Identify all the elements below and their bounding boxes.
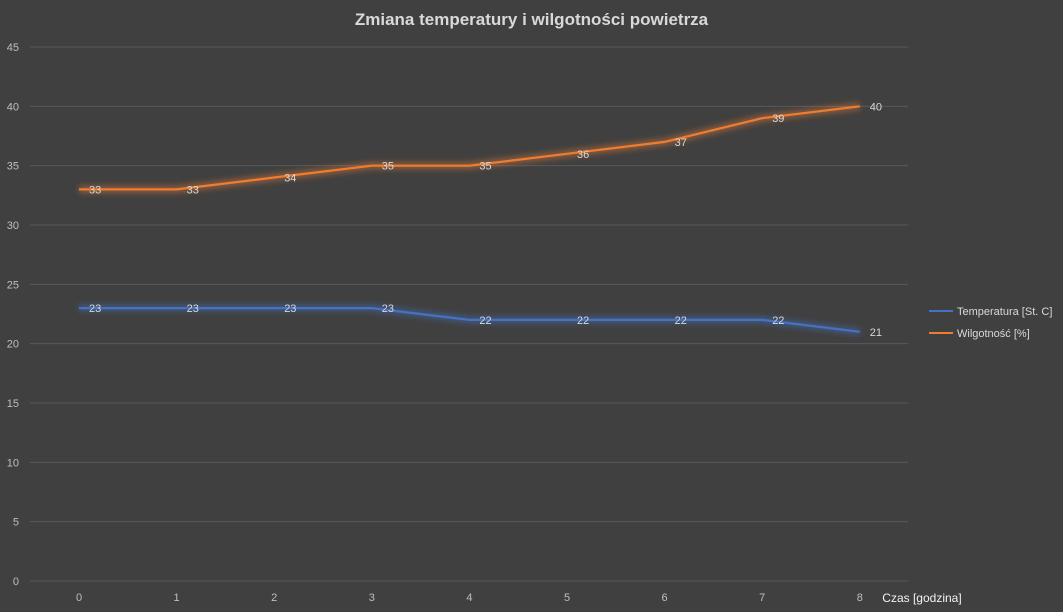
x-tick-label: 3 bbox=[369, 592, 375, 604]
x-axis-title: Czas [godzina] bbox=[882, 591, 961, 605]
data-label: 23 bbox=[187, 303, 199, 315]
x-tick-label: 8 bbox=[857, 592, 863, 604]
x-tick-label: 4 bbox=[466, 592, 472, 604]
x-tick-label: 0 bbox=[76, 592, 82, 604]
data-label: 22 bbox=[675, 315, 687, 327]
x-tick-label: 7 bbox=[759, 592, 765, 604]
y-tick-label: 0 bbox=[13, 576, 19, 588]
data-label: 22 bbox=[479, 315, 491, 327]
y-tick-label: 20 bbox=[7, 339, 19, 351]
series-line-glow bbox=[79, 102, 861, 193]
data-label: 22 bbox=[772, 315, 784, 327]
data-label: 40 bbox=[870, 101, 882, 113]
y-tick-label: 10 bbox=[7, 457, 19, 469]
legend-label: Temperatura [St. C] bbox=[957, 306, 1052, 318]
series-line bbox=[79, 105, 860, 191]
data-label: 37 bbox=[675, 137, 687, 149]
data-label: 35 bbox=[479, 161, 491, 173]
data-label: 35 bbox=[382, 161, 394, 173]
y-tick-label: 25 bbox=[7, 279, 19, 291]
data-label: 23 bbox=[284, 303, 296, 315]
data-label: 23 bbox=[89, 303, 101, 315]
chart-title: Zmiana temperatury i wilgotności powietr… bbox=[354, 10, 709, 29]
data-label: 23 bbox=[382, 303, 394, 315]
y-tick-label: 35 bbox=[7, 161, 19, 173]
x-tick-label: 6 bbox=[662, 592, 668, 604]
x-tick-label: 2 bbox=[271, 592, 277, 604]
data-label: 22 bbox=[577, 315, 589, 327]
x-tick-label: 1 bbox=[174, 592, 180, 604]
x-tick-label: 5 bbox=[564, 592, 570, 604]
y-tick-label: 30 bbox=[7, 220, 19, 232]
data-label: 21 bbox=[870, 327, 882, 339]
y-tick-label: 5 bbox=[13, 517, 19, 529]
data-label: 33 bbox=[187, 184, 199, 196]
data-label: 34 bbox=[284, 173, 296, 185]
data-label: 33 bbox=[89, 184, 101, 196]
y-tick-label: 40 bbox=[7, 101, 19, 113]
series-line bbox=[79, 307, 860, 333]
data-label: 36 bbox=[577, 149, 589, 161]
legend-label: Wilgotność [%] bbox=[957, 328, 1030, 340]
data-label: 39 bbox=[772, 113, 784, 125]
y-tick-label: 15 bbox=[7, 398, 19, 410]
y-tick-label: 45 bbox=[7, 42, 19, 54]
